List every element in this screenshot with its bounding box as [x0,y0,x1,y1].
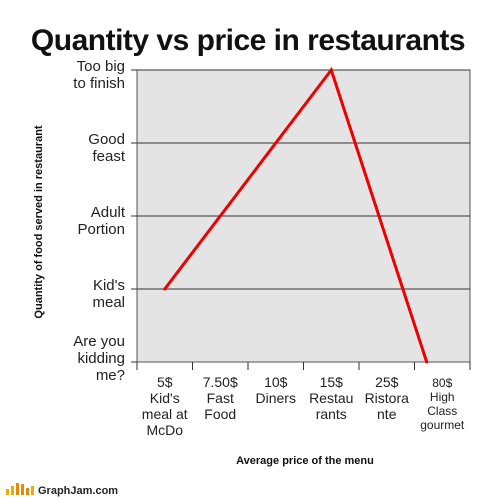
logo-bar-3 [16,483,19,495]
y-tick-label-line: feast [92,148,125,165]
y-tick-label-line: me? [96,367,125,384]
x-tick-label-line: Restau [309,390,353,406]
x-tick-label: 80$ High Class gourmet [420,376,465,432]
y-tick-label-line: meal [92,294,125,311]
x-tick-label: 10$ Diners [256,374,296,406]
logo-bar-5 [26,488,29,495]
graphjam-logo: GraphJam.com [6,483,118,497]
x-tick-label-line: 15$ [320,374,344,390]
x-tick-label-line: Kid's [150,390,180,406]
x-tick-label-line: Fast [207,390,234,406]
y-axis-ticks: Are you kidding me? Kid's meal Adult Portion Go… [73,58,137,384]
brand-name: GraphJam.com [38,485,118,497]
data-point [425,360,429,364]
y-tick-label-line: Adult [91,204,126,221]
x-tick-label-line: High [430,390,455,404]
y-tick-label: Too big to finish [73,58,125,92]
data-point [329,68,333,72]
data-point [163,287,167,291]
x-tick-label-line: McDo [146,422,183,438]
logo-bar-4 [21,484,24,495]
y-tick-label: Kid's meal [92,277,125,311]
x-tick-label-line: 5$ [157,374,173,390]
y-tick-label: Adult Portion [77,204,125,238]
series-group [163,66,429,364]
x-tick-label-line: rants [316,406,347,422]
x-tick-label-line: meal at [142,406,188,422]
x-axis-ticks: 5$ Kid's meal at McDo 7.50$ Fast Food 10$ Diners… [136,362,471,438]
x-tick-label-line: Ristora [365,390,410,406]
logo-bar-6 [31,486,34,495]
x-tick-label-line: 80$ [432,376,452,390]
logo-bar-1 [6,489,9,495]
chart-title: Quantity vs price in restaurants [31,24,465,57]
x-tick-label-line: nte [377,406,397,422]
y-tick-label-line: Portion [77,221,125,238]
x-tick-label: 7.50$ Fast Food [203,374,238,422]
y-tick-label-line: Good [88,131,125,148]
y-tick-label-line: Kid's [93,277,125,294]
y-tick-label-line: Too big [77,58,125,75]
logo-bar-2 [11,486,14,495]
x-tick-label: 5$ Kid's meal at McDo [142,374,188,438]
x-axis-label: Average price of the menu [236,455,374,467]
x-tick-label-line: Food [204,406,236,422]
x-tick-label-line: 7.50$ [203,374,238,390]
y-tick-label-line: kidding [77,350,125,367]
gridlines [137,69,470,290]
x-tick-label-line: gourmet [420,418,465,432]
y-tick-label-line: to finish [73,75,125,92]
x-tick-label: 15$ Restau rants [309,374,353,422]
x-tick-label-line: Diners [256,390,296,406]
y-tick-label: Good feast [88,131,126,165]
x-tick-label: 25$ Ristora nte [365,374,410,422]
x-tick-label-line: Class [427,404,457,418]
x-tick-label-line: 25$ [375,374,399,390]
y-tick-label-line: Are you [73,333,125,350]
y-axis-label: Quantity of food served in restaurant [33,125,45,318]
x-tick-label-line: 10$ [264,374,288,390]
y-tick-label: Are you kidding me? [73,333,125,384]
